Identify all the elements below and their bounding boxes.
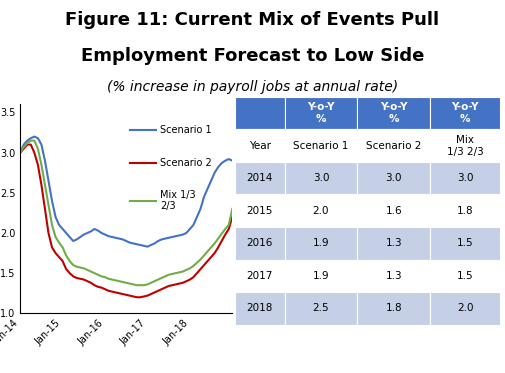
Bar bbox=[284, 162, 358, 194]
Bar bbox=[235, 97, 284, 129]
Bar bbox=[358, 97, 430, 129]
Bar bbox=[284, 260, 358, 292]
Text: 1.3: 1.3 bbox=[386, 238, 402, 248]
Text: 1.9: 1.9 bbox=[313, 271, 329, 281]
Bar bbox=[358, 129, 430, 162]
Bar bbox=[358, 194, 430, 227]
Bar bbox=[284, 292, 358, 325]
Bar bbox=[235, 194, 284, 227]
Text: Scenario 2: Scenario 2 bbox=[366, 141, 422, 151]
Bar bbox=[430, 260, 500, 292]
Bar bbox=[358, 260, 430, 292]
Text: 1.8: 1.8 bbox=[457, 206, 474, 216]
Text: 2.5: 2.5 bbox=[313, 303, 329, 313]
Text: Y-o-Y
%: Y-o-Y % bbox=[451, 103, 479, 124]
Text: 2017: 2017 bbox=[246, 271, 273, 281]
Text: 1.5: 1.5 bbox=[457, 271, 474, 281]
Text: Figure 11: Current Mix of Events Pull: Figure 11: Current Mix of Events Pull bbox=[66, 11, 439, 29]
Text: 2.0: 2.0 bbox=[313, 206, 329, 216]
Text: Scenario 1: Scenario 1 bbox=[293, 141, 348, 151]
Text: Y-o-Y
%: Y-o-Y % bbox=[380, 103, 408, 124]
Text: 2018: 2018 bbox=[246, 303, 273, 313]
Bar bbox=[235, 129, 284, 162]
Text: Employment Forecast to Low Side: Employment Forecast to Low Side bbox=[81, 47, 424, 65]
Text: Mix
1/3 2/3: Mix 1/3 2/3 bbox=[447, 135, 483, 157]
Text: 1.9: 1.9 bbox=[313, 238, 329, 248]
Text: Year: Year bbox=[248, 141, 271, 151]
Text: Y-o-Y
%: Y-o-Y % bbox=[307, 103, 335, 124]
Text: 3.0: 3.0 bbox=[313, 173, 329, 183]
Bar bbox=[358, 292, 430, 325]
Bar bbox=[284, 227, 358, 260]
Text: 1.6: 1.6 bbox=[386, 206, 402, 216]
Text: 2016: 2016 bbox=[246, 238, 273, 248]
Text: 3.0: 3.0 bbox=[386, 173, 402, 183]
Bar bbox=[430, 129, 500, 162]
Text: 2015: 2015 bbox=[246, 206, 273, 216]
Text: 1.5: 1.5 bbox=[457, 238, 474, 248]
Bar bbox=[430, 162, 500, 194]
Bar bbox=[284, 194, 358, 227]
Text: 1.8: 1.8 bbox=[386, 303, 402, 313]
Bar bbox=[430, 97, 500, 129]
Bar bbox=[235, 292, 284, 325]
Bar bbox=[235, 260, 284, 292]
Text: 1.3: 1.3 bbox=[386, 271, 402, 281]
Bar bbox=[358, 227, 430, 260]
Text: Scenario 1: Scenario 1 bbox=[160, 125, 212, 135]
Text: (% increase in payroll jobs at annual rate): (% increase in payroll jobs at annual ra… bbox=[107, 80, 398, 94]
Text: Mix 1/3
2/3: Mix 1/3 2/3 bbox=[160, 190, 196, 211]
Text: 3.0: 3.0 bbox=[457, 173, 473, 183]
Bar bbox=[430, 227, 500, 260]
Bar bbox=[235, 227, 284, 260]
Bar bbox=[430, 292, 500, 325]
Bar bbox=[358, 162, 430, 194]
Text: Scenario 2: Scenario 2 bbox=[160, 158, 212, 168]
Bar bbox=[235, 162, 284, 194]
Bar bbox=[284, 129, 358, 162]
Bar bbox=[430, 194, 500, 227]
Bar bbox=[284, 97, 358, 129]
Text: 2.0: 2.0 bbox=[457, 303, 473, 313]
Text: 2014: 2014 bbox=[246, 173, 273, 183]
